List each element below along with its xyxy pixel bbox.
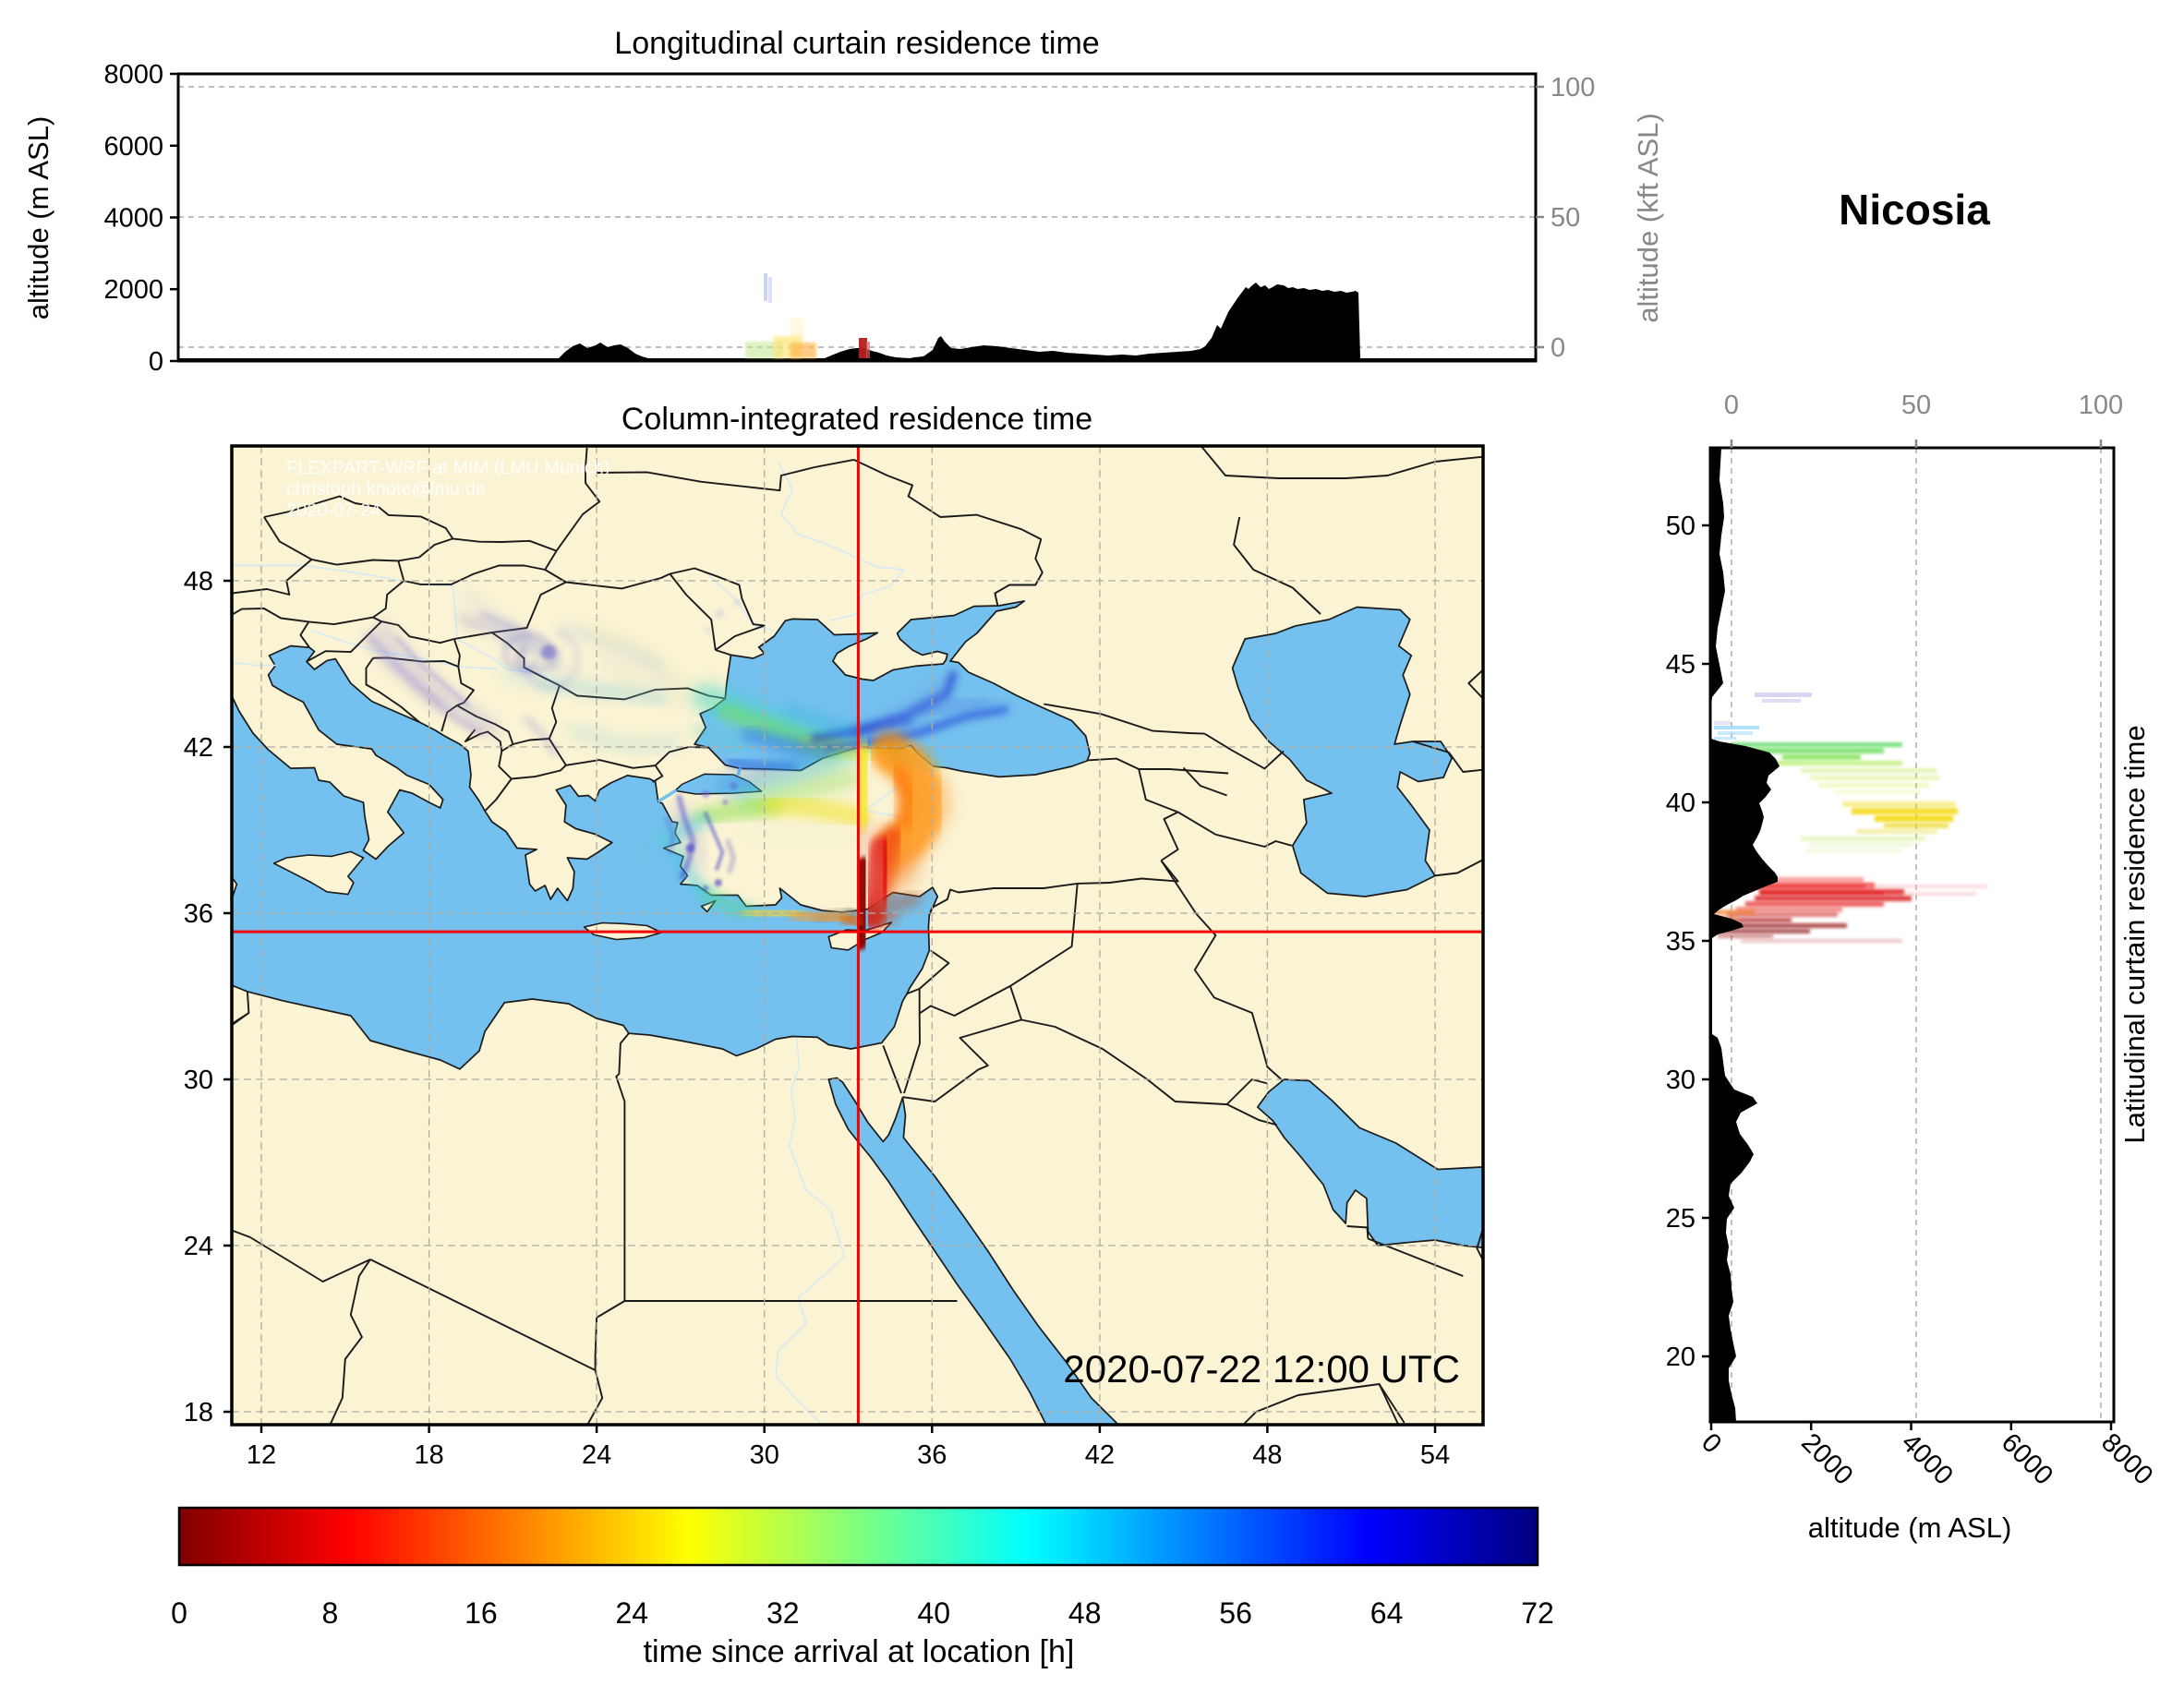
svg-text:48: 48: [1252, 1440, 1282, 1470]
svg-text:100: 100: [1551, 73, 1595, 102]
svg-text:0: 0: [149, 347, 163, 377]
svg-text:42: 42: [1085, 1440, 1115, 1470]
svg-text:4000: 4000: [103, 204, 163, 234]
svg-text:35: 35: [1666, 927, 1695, 957]
svg-text:36: 36: [917, 1440, 947, 1470]
svg-text:25: 25: [1666, 1204, 1695, 1234]
svg-text:72: 72: [1521, 1596, 1554, 1630]
svg-text:12: 12: [247, 1440, 276, 1470]
svg-text:54: 54: [1420, 1440, 1450, 1470]
svg-text:altitude (m ASL): altitude (m ASL): [22, 116, 54, 320]
svg-text:36: 36: [184, 899, 213, 929]
svg-text:24: 24: [184, 1232, 213, 1261]
svg-text:2020-07-24: 2020-07-24: [286, 500, 380, 521]
svg-text:30: 30: [750, 1440, 779, 1470]
svg-text:Nicosia: Nicosia: [1839, 186, 1990, 234]
svg-text:6000: 6000: [103, 132, 163, 162]
svg-text:Longitudinal curtain residence: Longitudinal curtain residence time: [614, 26, 1099, 61]
svg-text:Latitudinal curtain residence: Latitudinal curtain residence time: [2118, 725, 2151, 1143]
svg-text:8000: 8000: [103, 60, 163, 90]
svg-text:56: 56: [1219, 1596, 1252, 1630]
svg-text:16: 16: [465, 1596, 498, 1630]
svg-text:24: 24: [616, 1596, 649, 1630]
svg-text:altitude (m ASL): altitude (m ASL): [1808, 1511, 2012, 1544]
svg-text:32: 32: [766, 1596, 800, 1630]
svg-text:24: 24: [582, 1440, 611, 1470]
svg-text:FLEXPART-WRF at MIM (LMU Munic: FLEXPART-WRF at MIM (LMU Munich): [286, 458, 609, 478]
svg-text:18: 18: [414, 1440, 443, 1470]
svg-text:64: 64: [1370, 1596, 1404, 1630]
svg-text:50: 50: [1551, 203, 1580, 233]
svg-text:altitude (kft ASL): altitude (kft ASL): [1632, 113, 1664, 322]
svg-text:christoph.knote@lmu.de: christoph.knote@lmu.de: [286, 479, 486, 500]
svg-text:50: 50: [1901, 391, 1931, 420]
svg-text:30: 30: [1666, 1066, 1695, 1095]
svg-text:0: 0: [171, 1596, 187, 1630]
svg-text:2020-07-22 12:00 UTC: 2020-07-22 12:00 UTC: [1063, 1347, 1460, 1391]
svg-text:40: 40: [1666, 789, 1695, 818]
svg-text:18: 18: [184, 1398, 213, 1427]
svg-text:20: 20: [1666, 1343, 1695, 1372]
svg-text:42: 42: [184, 733, 213, 763]
svg-text:30: 30: [184, 1066, 213, 1095]
svg-text:0: 0: [1551, 333, 1565, 363]
svg-text:50: 50: [1666, 512, 1695, 541]
svg-text:8: 8: [322, 1596, 339, 1630]
svg-text:2000: 2000: [103, 275, 163, 305]
svg-text:45: 45: [1666, 650, 1695, 680]
svg-text:100: 100: [2079, 391, 2123, 420]
svg-text:0: 0: [1724, 391, 1739, 420]
svg-text:40: 40: [917, 1596, 950, 1630]
svg-text:Column-integrated residence ti: Column-integrated residence time: [621, 402, 1092, 437]
svg-text:48: 48: [1068, 1596, 1102, 1630]
svg-text:48: 48: [184, 567, 213, 596]
svg-text:time since arrival at location: time since arrival at location [h]: [644, 1634, 1075, 1669]
